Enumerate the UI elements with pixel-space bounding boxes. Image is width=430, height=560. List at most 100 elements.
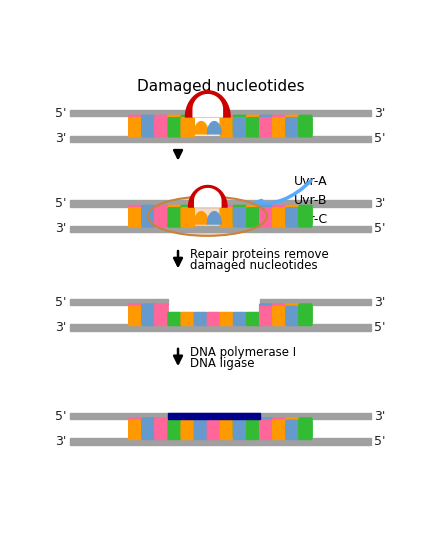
- FancyBboxPatch shape: [168, 115, 181, 134]
- FancyBboxPatch shape: [129, 306, 142, 325]
- FancyBboxPatch shape: [246, 420, 260, 440]
- Text: 5': 5': [55, 197, 66, 210]
- FancyBboxPatch shape: [207, 418, 220, 437]
- FancyBboxPatch shape: [260, 118, 273, 137]
- FancyBboxPatch shape: [129, 304, 142, 323]
- FancyBboxPatch shape: [260, 115, 273, 134]
- FancyBboxPatch shape: [299, 115, 312, 134]
- FancyBboxPatch shape: [299, 304, 312, 323]
- FancyBboxPatch shape: [207, 312, 220, 325]
- FancyBboxPatch shape: [181, 312, 194, 325]
- FancyBboxPatch shape: [155, 206, 168, 225]
- Text: 3': 3': [55, 435, 66, 448]
- FancyBboxPatch shape: [246, 206, 260, 225]
- Text: 5': 5': [55, 409, 66, 422]
- FancyBboxPatch shape: [273, 206, 286, 225]
- FancyBboxPatch shape: [129, 420, 142, 440]
- FancyBboxPatch shape: [246, 312, 260, 325]
- FancyBboxPatch shape: [260, 418, 273, 437]
- FancyBboxPatch shape: [273, 420, 286, 440]
- FancyBboxPatch shape: [168, 312, 181, 325]
- Bar: [70, 226, 371, 232]
- FancyBboxPatch shape: [260, 304, 273, 323]
- FancyBboxPatch shape: [220, 115, 233, 134]
- FancyBboxPatch shape: [220, 420, 233, 440]
- FancyBboxPatch shape: [142, 306, 155, 325]
- Text: damaged nucleotides: damaged nucleotides: [190, 259, 317, 272]
- FancyBboxPatch shape: [168, 118, 181, 137]
- FancyBboxPatch shape: [273, 306, 286, 325]
- Text: 3': 3': [55, 132, 66, 145]
- FancyBboxPatch shape: [142, 420, 155, 440]
- FancyBboxPatch shape: [286, 206, 299, 225]
- Bar: [260, 299, 371, 305]
- Text: DNA polymerase I: DNA polymerase I: [190, 346, 296, 358]
- FancyBboxPatch shape: [233, 206, 246, 225]
- FancyBboxPatch shape: [155, 304, 168, 323]
- FancyBboxPatch shape: [129, 115, 142, 134]
- FancyBboxPatch shape: [220, 418, 233, 437]
- Text: 3': 3': [375, 197, 386, 210]
- FancyBboxPatch shape: [286, 418, 299, 437]
- FancyBboxPatch shape: [233, 420, 246, 440]
- FancyBboxPatch shape: [155, 208, 168, 227]
- FancyBboxPatch shape: [299, 118, 312, 137]
- FancyBboxPatch shape: [286, 420, 299, 440]
- FancyBboxPatch shape: [181, 418, 194, 437]
- FancyBboxPatch shape: [168, 208, 181, 227]
- FancyBboxPatch shape: [168, 206, 181, 225]
- FancyBboxPatch shape: [194, 418, 207, 437]
- FancyBboxPatch shape: [286, 208, 299, 227]
- Text: 5': 5': [55, 107, 66, 120]
- FancyBboxPatch shape: [194, 420, 207, 440]
- FancyBboxPatch shape: [155, 420, 168, 440]
- FancyBboxPatch shape: [246, 418, 260, 437]
- FancyBboxPatch shape: [220, 206, 233, 225]
- FancyBboxPatch shape: [207, 420, 220, 440]
- FancyBboxPatch shape: [129, 206, 142, 225]
- FancyBboxPatch shape: [142, 418, 155, 437]
- FancyBboxPatch shape: [155, 115, 168, 134]
- Bar: [70, 324, 371, 330]
- Text: 3': 3': [375, 107, 386, 120]
- FancyBboxPatch shape: [233, 118, 246, 137]
- FancyBboxPatch shape: [155, 118, 168, 137]
- FancyBboxPatch shape: [260, 420, 273, 440]
- FancyBboxPatch shape: [273, 208, 286, 227]
- Text: 5': 5': [375, 132, 386, 145]
- Text: 3': 3': [375, 409, 386, 422]
- Bar: [70, 200, 371, 207]
- Bar: [70, 299, 168, 305]
- FancyBboxPatch shape: [273, 118, 286, 137]
- FancyBboxPatch shape: [273, 304, 286, 323]
- FancyBboxPatch shape: [142, 115, 155, 134]
- FancyBboxPatch shape: [233, 312, 246, 325]
- FancyBboxPatch shape: [273, 115, 286, 134]
- FancyBboxPatch shape: [260, 208, 273, 227]
- FancyBboxPatch shape: [181, 115, 194, 134]
- FancyBboxPatch shape: [233, 115, 246, 134]
- FancyBboxPatch shape: [181, 208, 194, 227]
- FancyBboxPatch shape: [220, 118, 233, 137]
- Text: 3': 3': [55, 222, 66, 235]
- Text: 5': 5': [55, 296, 66, 309]
- FancyBboxPatch shape: [129, 118, 142, 137]
- FancyBboxPatch shape: [246, 115, 260, 134]
- FancyBboxPatch shape: [246, 208, 260, 227]
- FancyBboxPatch shape: [299, 306, 312, 325]
- FancyBboxPatch shape: [286, 118, 299, 137]
- Bar: [168, 413, 260, 419]
- Text: 5': 5': [375, 222, 386, 235]
- Bar: [70, 110, 371, 116]
- FancyBboxPatch shape: [181, 420, 194, 440]
- FancyBboxPatch shape: [286, 306, 299, 325]
- Ellipse shape: [147, 197, 267, 236]
- Bar: [70, 136, 371, 142]
- FancyBboxPatch shape: [220, 208, 233, 227]
- FancyBboxPatch shape: [233, 418, 246, 437]
- FancyBboxPatch shape: [273, 418, 286, 437]
- Text: 3': 3': [375, 296, 386, 309]
- FancyBboxPatch shape: [155, 306, 168, 325]
- FancyBboxPatch shape: [299, 208, 312, 227]
- FancyBboxPatch shape: [220, 312, 233, 325]
